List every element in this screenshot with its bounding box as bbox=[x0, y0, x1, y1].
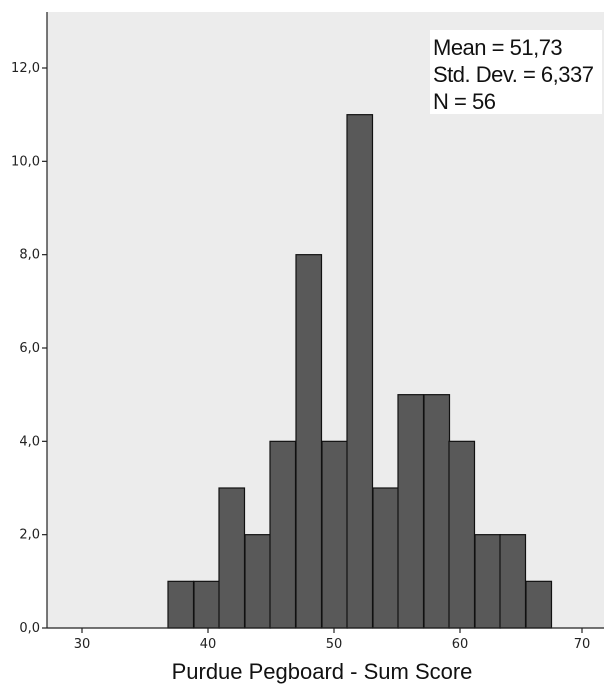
y-tick-label: 8,0 bbox=[19, 248, 40, 263]
x-tick-label: 50 bbox=[326, 637, 343, 652]
x-tick-label: 30 bbox=[74, 637, 91, 652]
histogram-bar bbox=[448, 440, 476, 629]
y-tick-label: 10,0 bbox=[11, 154, 40, 169]
stats-n: N = 56 bbox=[433, 89, 496, 114]
histogram-bar bbox=[372, 487, 400, 629]
x-tick-label: 40 bbox=[200, 637, 217, 652]
y-tick-label: 6,0 bbox=[19, 341, 40, 356]
axes-group bbox=[46, 12, 604, 629]
histogram-bar bbox=[269, 440, 297, 629]
bars-group bbox=[167, 114, 553, 629]
histogram-bar bbox=[295, 254, 323, 629]
histogram-bar bbox=[193, 580, 221, 629]
histogram-bar bbox=[474, 534, 502, 629]
histogram-bar bbox=[397, 394, 425, 629]
stats-box-bg bbox=[430, 30, 602, 114]
histogram-bar bbox=[525, 580, 553, 629]
histogram-bar bbox=[218, 487, 246, 629]
histogram-bar bbox=[499, 534, 527, 629]
x-tick-label: 70 bbox=[574, 637, 591, 652]
histogram-bar bbox=[346, 114, 374, 629]
y-tick-label: 2,0 bbox=[19, 528, 40, 543]
y-tick-label: 4,0 bbox=[19, 434, 40, 449]
stats-mean: Mean = 51,73 bbox=[433, 35, 562, 60]
histogram-bar bbox=[321, 440, 349, 629]
histogram-bar bbox=[423, 394, 451, 629]
stats-std-dev: Std. Dev. = 6,337 bbox=[433, 62, 594, 87]
stats-box: Mean = 51,73 Std. Dev. = 6,337 N = 56 bbox=[430, 30, 602, 114]
y-tick-label: 12,0 bbox=[11, 61, 40, 76]
x-axis-label: Purdue Pegboard - Sum Score bbox=[172, 659, 473, 684]
histogram-bar bbox=[167, 580, 195, 629]
ticks-group: 0,0 2,0 4,0 6,0 8,0 10,0 12,0 30 40 50 60 70 bbox=[11, 61, 590, 652]
histogram-bar bbox=[244, 534, 272, 629]
x-tick-label: 60 bbox=[452, 637, 469, 652]
y-tick-label: 0,0 bbox=[19, 621, 40, 636]
